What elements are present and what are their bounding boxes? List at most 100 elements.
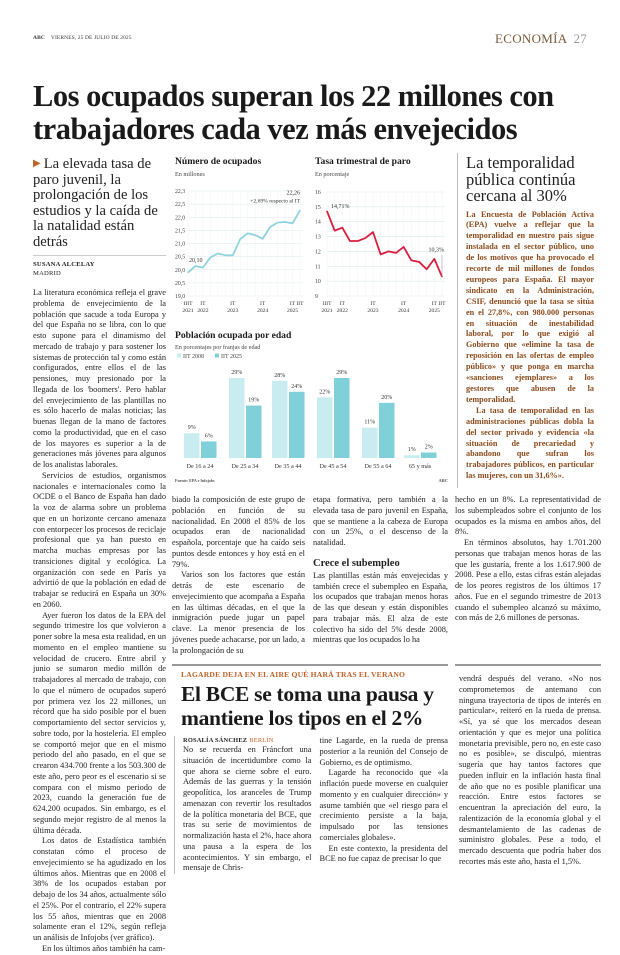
x-tick-label: IT xyxy=(200,301,206,307)
section-name: ECONOMÍA xyxy=(495,31,568,46)
paragraph: En términos absolutos, hay 1.701.200 per… xyxy=(455,538,601,623)
paragraph: La tasa de temporalidad en las administr… xyxy=(466,405,594,481)
bar-label: 28% xyxy=(274,373,285,379)
bar xyxy=(421,452,437,458)
issue-date: VIERNES, 25 DE JULIO DE 2025 xyxy=(50,35,132,41)
paragraph: La literatura económica refleja el grave… xyxy=(33,288,166,469)
x-tick-label: IIIT xyxy=(322,301,332,307)
bar-label: 6% xyxy=(205,433,213,439)
x-tick-label: IIT xyxy=(296,301,304,307)
bce-headline: El BCE se toma una pausa y mantiene los … xyxy=(181,682,434,730)
x-tick-label: IT xyxy=(432,301,438,307)
change-annotation: +2,69% respecto al IT xyxy=(250,198,300,204)
page-number: 27 xyxy=(573,31,588,46)
data-point xyxy=(232,254,234,256)
data-point xyxy=(334,230,336,232)
data-point xyxy=(372,231,374,233)
x-tick-year: 2025 xyxy=(429,308,440,314)
paragraph: En este contexto, la presidenta del BCE … xyxy=(319,843,449,864)
dateline-city: MADRID xyxy=(33,270,61,277)
bar xyxy=(184,433,200,458)
brand: ABC xyxy=(33,35,45,41)
article-column-1: La literatura económica refleja el grave… xyxy=(33,288,166,955)
data-point xyxy=(187,271,189,273)
data-point xyxy=(194,265,197,267)
page-folio: ABC VIERNES, 25 DE JULIO DE 2025 xyxy=(33,35,132,41)
bar xyxy=(362,427,378,458)
y-tick-label: 22,5 xyxy=(175,202,185,208)
paragraph: Varios son los factores que están detrás… xyxy=(172,570,305,655)
bar xyxy=(272,380,288,458)
paragraph: hecho en un 8%. La representatividad de … xyxy=(455,495,601,537)
bar-label: 22% xyxy=(319,389,330,395)
chart-title: Población ocupada por edad xyxy=(175,330,292,341)
data-point xyxy=(291,222,294,224)
paragraph: etapa formativa, pero también a la eleva… xyxy=(313,495,448,547)
paragraph: Las plantillas están más envejecidas y t… xyxy=(313,570,448,645)
y-tick-label: 13 xyxy=(315,235,321,241)
bce-column-2: tine Lagarde, en la rueda de prensa post… xyxy=(320,736,449,874)
x-tick-year: 2022 xyxy=(197,308,208,314)
data-point xyxy=(254,234,256,236)
paragraph: Servicios de estudios, organismos nacion… xyxy=(33,470,166,609)
data-point xyxy=(341,227,343,229)
subheadline: ▶ La elevada tasa de paro juvenil, la pro… xyxy=(33,156,166,250)
chart-subtitle: En porcentaje xyxy=(315,171,349,178)
bar-label: 2% xyxy=(425,444,433,450)
byline: SUSANA ALCELAY MADRID xyxy=(33,260,166,278)
article-column-2: biado la composición de este grupo de po… xyxy=(172,495,305,656)
sidebar-title: La temporalidad pública continúa cercana… xyxy=(466,153,576,205)
data-point xyxy=(364,237,366,239)
bce-story: LAGARDE DEJA EN EL AIRE QUÉ HARÁ TRAS EL… xyxy=(172,664,448,874)
legend-swatch xyxy=(215,353,219,358)
data-point xyxy=(299,209,301,212)
data-point xyxy=(387,250,389,253)
y-tick-label: 14 xyxy=(315,220,321,226)
data-point xyxy=(239,238,241,240)
x-tick-label: IT xyxy=(230,301,236,307)
legend-swatch xyxy=(177,353,181,358)
data-point xyxy=(269,226,271,228)
divider xyxy=(172,664,448,666)
data-point xyxy=(357,240,359,242)
source-note: Fuente: EPA e Infojobs xyxy=(175,478,215,483)
y-tick-label: 12 xyxy=(315,249,321,255)
x-tick-year: 2024 xyxy=(398,308,409,314)
bar-label: 11% xyxy=(364,420,375,426)
chart-subtitle: En porcentajes por franjas de edad xyxy=(175,344,261,351)
bar-label: 29% xyxy=(336,370,347,376)
data-point xyxy=(395,252,397,254)
y-tick-label: 20,5 xyxy=(175,281,185,287)
bce-column-3: vendrá después del verano. «No nos compr… xyxy=(459,674,601,868)
y-tick-label: 15 xyxy=(315,205,321,211)
bar xyxy=(246,405,262,458)
paragraph: Lagarde ha reconocido que «la inflación … xyxy=(319,768,449,842)
y-tick-label: 21,0 xyxy=(175,242,185,248)
divider xyxy=(455,664,601,666)
bar-label: 29% xyxy=(231,370,242,376)
x-tick-year: 2025 xyxy=(287,308,298,314)
data-label-start: 14,71% xyxy=(331,204,350,210)
bar xyxy=(229,378,245,458)
data-line xyxy=(187,209,301,274)
paragraph: No se recuerda en Fráncfort una situació… xyxy=(183,745,312,873)
x-tick-label: IT xyxy=(340,301,346,307)
data-point xyxy=(224,254,226,256)
data-label-end: 10,3% xyxy=(429,248,445,254)
section-heading: Crece el subempleo xyxy=(313,557,400,569)
data-point xyxy=(262,238,264,240)
bar-label: 24% xyxy=(291,384,302,390)
article-column-4: hecho en un 8%. La representatividad de … xyxy=(455,495,601,624)
chart-tasa-paro: Tasa trimestral de paro En porcentaje 9 10 1… xyxy=(315,156,446,314)
x-tick-year: 2021 xyxy=(182,308,193,314)
bar xyxy=(379,402,395,458)
category-label: De 55 a 64 xyxy=(365,463,392,470)
paragraph: En los últimos años también ha cam- xyxy=(42,943,166,953)
paragraph: biado la composición de este grupo de po… xyxy=(172,495,305,569)
x-tick-year: 2023 xyxy=(227,308,238,314)
data-point xyxy=(418,261,420,263)
paragraph: tine Lagarde, en la rueda de prensa post… xyxy=(319,736,449,767)
subhead-text: La elevada tasa de paro juvenil, la prol… xyxy=(33,156,158,250)
chart-ocupados: Número de ocupados En millones 19,0 20,5 20,… xyxy=(175,156,304,314)
x-tick-label: IT xyxy=(401,301,407,307)
